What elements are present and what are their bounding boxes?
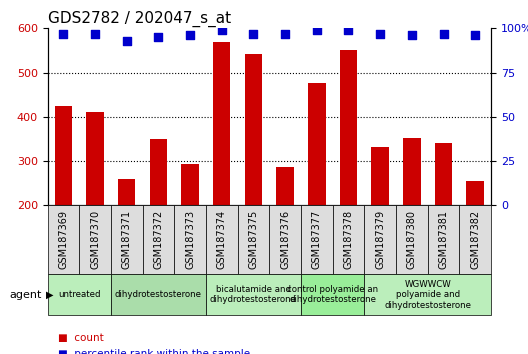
Text: GDS2782 / 202047_s_at: GDS2782 / 202047_s_at xyxy=(48,11,231,27)
Text: agent: agent xyxy=(10,290,42,300)
Point xyxy=(218,27,226,33)
Text: GSM187370: GSM187370 xyxy=(90,210,100,269)
Text: GSM187377: GSM187377 xyxy=(312,210,322,269)
Bar xyxy=(244,53,262,294)
Text: GSM187379: GSM187379 xyxy=(375,210,385,269)
Text: ■  count: ■ count xyxy=(58,333,104,343)
Text: GSM187371: GSM187371 xyxy=(122,210,131,269)
Bar xyxy=(403,138,421,294)
Point xyxy=(376,31,384,36)
Bar xyxy=(308,83,325,294)
Bar xyxy=(55,106,72,294)
Text: control polyamide an
dihydrotestosterone: control polyamide an dihydrotestosterone xyxy=(287,285,378,304)
Point xyxy=(249,31,258,36)
Point xyxy=(154,34,163,40)
Point xyxy=(91,31,99,36)
Text: GSM187378: GSM187378 xyxy=(344,210,353,269)
Point xyxy=(313,27,321,33)
Bar xyxy=(435,143,452,294)
Text: GSM187382: GSM187382 xyxy=(470,210,480,269)
Text: GSM187375: GSM187375 xyxy=(249,210,258,269)
Bar xyxy=(150,139,167,294)
Text: GSM187374: GSM187374 xyxy=(217,210,227,269)
Point xyxy=(59,31,68,36)
Point xyxy=(344,27,353,33)
Bar xyxy=(372,147,389,294)
Text: GSM187369: GSM187369 xyxy=(59,210,68,269)
Text: GSM187373: GSM187373 xyxy=(185,210,195,269)
Bar xyxy=(340,50,357,294)
Text: GSM187376: GSM187376 xyxy=(280,210,290,269)
Text: ▶: ▶ xyxy=(46,290,54,300)
Text: ■  percentile rank within the sample: ■ percentile rank within the sample xyxy=(58,349,250,354)
Text: GSM187372: GSM187372 xyxy=(154,210,163,269)
Bar xyxy=(118,179,135,294)
Point xyxy=(281,31,289,36)
Point xyxy=(471,33,479,38)
Point xyxy=(122,38,131,44)
Bar xyxy=(182,164,199,294)
Point xyxy=(408,33,416,38)
Text: untreated: untreated xyxy=(58,290,100,299)
Bar xyxy=(467,181,484,294)
Point xyxy=(186,33,194,38)
Bar xyxy=(277,167,294,294)
Point xyxy=(439,31,448,36)
Text: WGWWCW
polyamide and
dihydrotestosterone: WGWWCW polyamide and dihydrotestosterone xyxy=(384,280,471,310)
Bar xyxy=(213,42,230,294)
Text: dihydrotestosterone: dihydrotestosterone xyxy=(115,290,202,299)
Bar xyxy=(86,112,103,294)
Text: bicalutamide and
dihydrotestosterone: bicalutamide and dihydrotestosterone xyxy=(210,285,297,304)
Text: GSM187380: GSM187380 xyxy=(407,210,417,269)
Text: GSM187381: GSM187381 xyxy=(439,210,448,269)
